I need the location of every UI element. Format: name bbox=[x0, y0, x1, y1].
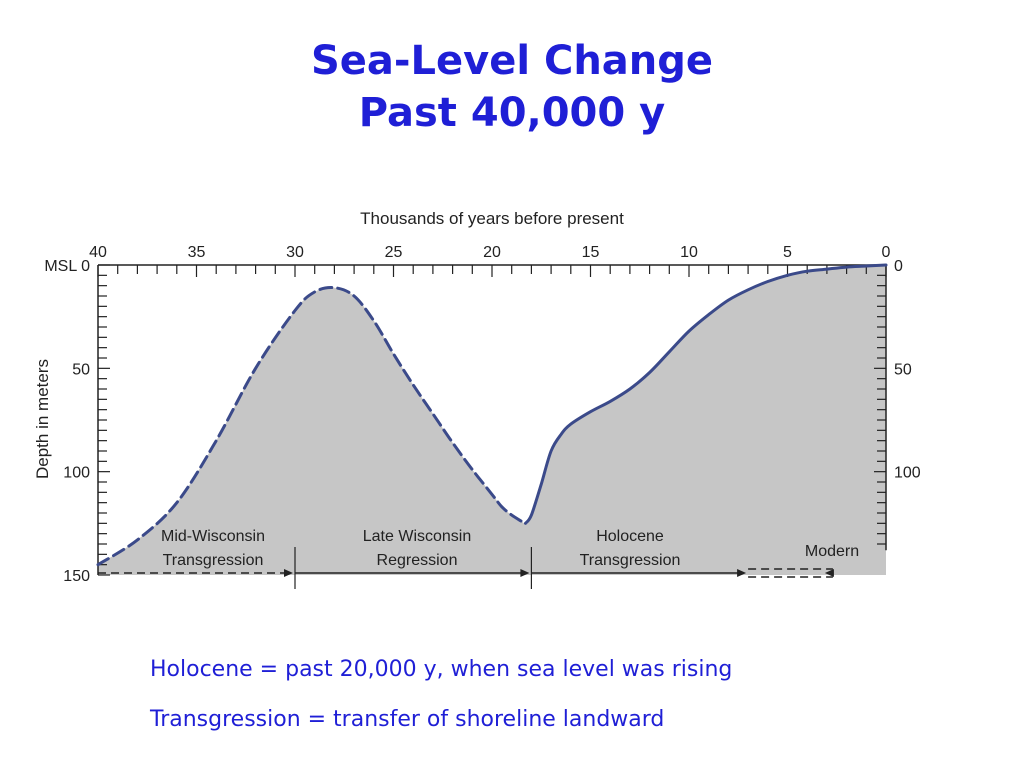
modern-label-line1: Modern bbox=[805, 543, 859, 560]
x-tick-label: 25 bbox=[385, 244, 403, 261]
right-y-tick-label: 100 bbox=[894, 465, 921, 482]
x-axis-label: Thousands of years before present bbox=[360, 209, 624, 228]
transgression-note: Transgression = transfer of shoreline la… bbox=[150, 707, 665, 732]
modern-arrow bbox=[824, 569, 834, 577]
x-tick-label: 10 bbox=[680, 244, 698, 261]
right-y-tick-label: 50 bbox=[894, 361, 912, 378]
sea-level-chart: Thousands of years before present Depth … bbox=[33, 209, 921, 589]
sea-level-area bbox=[98, 265, 886, 575]
mid-wisconsin-label-line1: Mid-Wisconsin bbox=[161, 528, 265, 545]
left-y-tick-label: 100 bbox=[63, 465, 90, 482]
x-tick-label: 20 bbox=[483, 244, 501, 261]
late-wisconsin-label-line1: Late Wisconsin bbox=[363, 528, 472, 545]
late-wisconsin-arrow bbox=[520, 569, 530, 577]
left-y-tick-label: 150 bbox=[63, 568, 90, 585]
left-y-tick-label: MSL 0 bbox=[44, 258, 90, 275]
holocene-note: Holocene = past 20,000 y, when sea level… bbox=[150, 657, 733, 682]
x-tick-label: 35 bbox=[188, 244, 206, 261]
x-tick-label: 0 bbox=[882, 244, 891, 261]
mid-wisconsin-arrow bbox=[284, 569, 293, 577]
period-annotations: Mid-Wisconsin Transgression Late Wisconsin… bbox=[98, 528, 859, 589]
axis-ticks bbox=[97, 264, 887, 576]
right-y-tick-label: 0 bbox=[894, 258, 903, 275]
x-tick-label: 30 bbox=[286, 244, 304, 261]
slide-title-line-1: Sea-Level Change bbox=[310, 38, 714, 84]
x-tick-label: 5 bbox=[783, 244, 792, 261]
holocene-label-line1: Holocene bbox=[596, 528, 664, 545]
holocene-arrow bbox=[737, 569, 747, 577]
x-tick-label: 15 bbox=[582, 244, 600, 261]
left-y-tick-label: 50 bbox=[72, 361, 90, 378]
x-tick-label: 40 bbox=[89, 244, 107, 261]
sea-level-curve-solid bbox=[524, 263, 888, 525]
holocene-label-line2: Transgression bbox=[580, 552, 681, 569]
slide-title-line-2: Past 40,000 y bbox=[358, 90, 666, 136]
late-wisconsin-label-line2: Regression bbox=[377, 552, 458, 569]
y-axis-label: Depth in meters bbox=[33, 359, 52, 479]
sea-level-curve-dashed bbox=[96, 286, 527, 567]
mid-wisconsin-label-line2: Transgression bbox=[163, 552, 264, 569]
